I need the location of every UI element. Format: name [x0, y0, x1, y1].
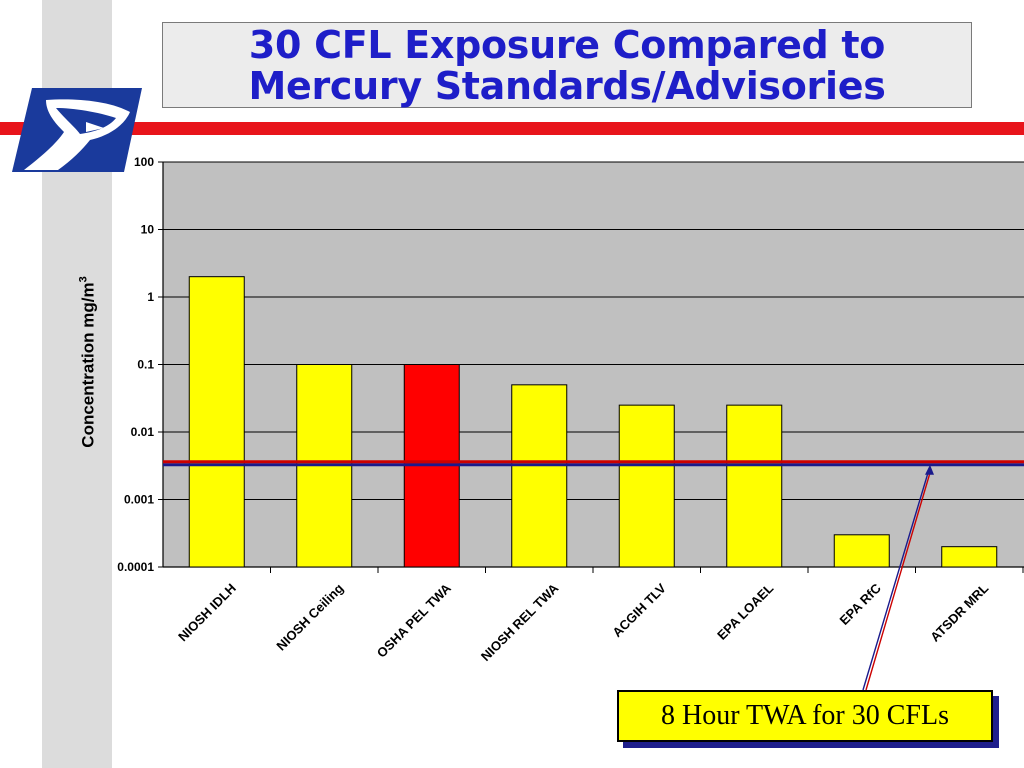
x-tick-label: OSHA PEL TWA — [374, 580, 454, 660]
bar — [833, 534, 890, 568]
y-tick-label: 1 — [147, 290, 154, 304]
bar — [726, 404, 783, 568]
y-tick-label: 100 — [134, 155, 154, 169]
callout-text: 8 Hour TWA for 30 CFLs — [660, 700, 950, 731]
bar — [511, 384, 568, 568]
logo-eagle-beak — [86, 122, 104, 132]
y-tick-label: 0.0001 — [117, 560, 154, 574]
bar — [188, 276, 245, 568]
x-tick-label: ATSDR MRL — [927, 580, 991, 644]
title-box: 30 CFL Exposure Compared to Mercury Stan… — [162, 22, 972, 108]
x-tick-label: NIOSH Ceiling — [273, 580, 346, 653]
title-line-2: Mercury Standards/Advisories — [248, 64, 886, 108]
bar — [941, 546, 998, 568]
x-tick-label: ACGIH TLV — [609, 580, 669, 640]
red-band — [0, 122, 1024, 135]
x-tick-label: NIOSH REL TWA — [478, 580, 562, 664]
bar — [618, 404, 675, 568]
y-axis-label: Concentration mg/m3 — [78, 276, 99, 447]
title-line-1: 30 CFL Exposure Compared to — [248, 23, 886, 67]
y-tick-label: 0.01 — [131, 425, 155, 439]
x-tick-label: NIOSH IDLH — [175, 581, 239, 645]
callout-arrow-head — [925, 464, 934, 475]
callout-box: 8 Hour TWA for 30 CFLs — [617, 690, 993, 742]
callout-arrow — [865, 472, 931, 691]
usps-eagle-icon — [12, 88, 142, 172]
x-tick-label: EPA LOAEL — [714, 580, 776, 642]
y-tick-label: 0.001 — [124, 493, 154, 507]
callout-arrow-shadow — [862, 472, 929, 691]
y-tick-label: 10 — [141, 223, 155, 237]
x-tick-label: EPA RfC — [836, 580, 884, 628]
y-axis-label-text: Concentration mg/m — [78, 282, 98, 448]
y-tick-label: 0.1 — [137, 358, 154, 372]
y-axis-label-superscript: 3 — [77, 276, 90, 283]
